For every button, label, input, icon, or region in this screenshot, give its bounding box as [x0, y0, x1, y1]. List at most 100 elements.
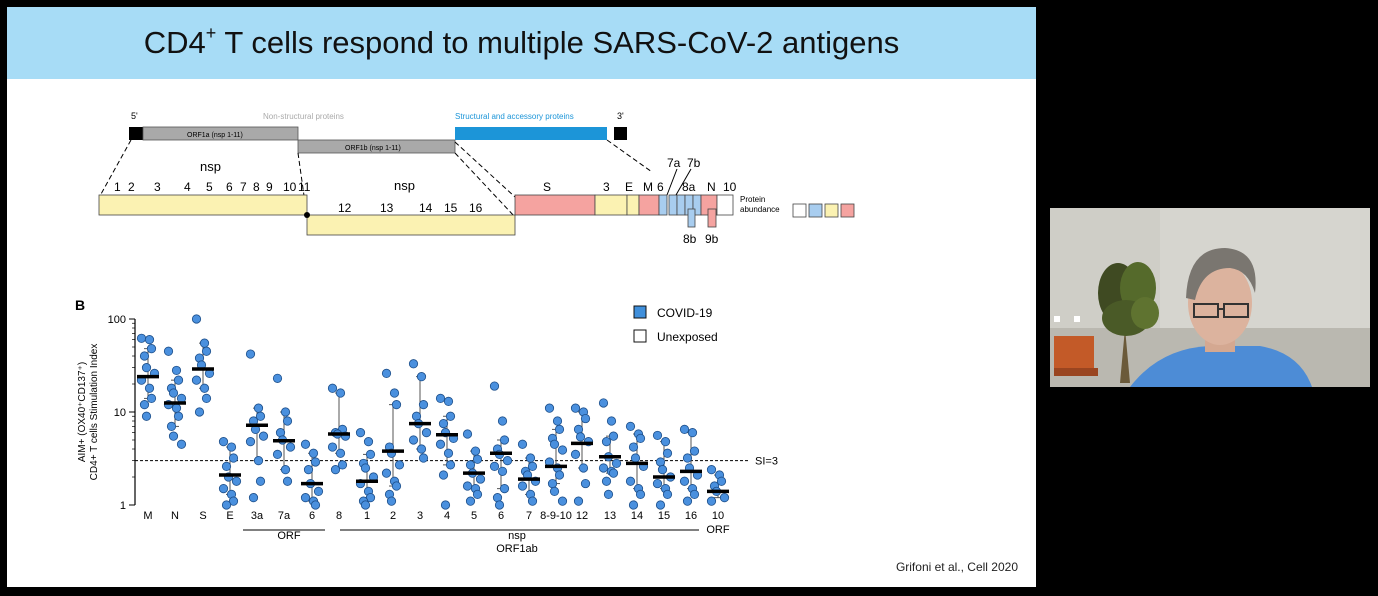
structural-label: Structural and accessory proteins [455, 112, 574, 121]
nsp-block-left [98, 194, 308, 216]
group-label: ORF [277, 530, 301, 542]
data-point [557, 445, 568, 455]
data-point [603, 489, 614, 500]
data-point [547, 478, 558, 489]
category-label: 14 [631, 510, 643, 522]
data-point [327, 442, 338, 452]
presenter-icon [1130, 248, 1312, 387]
nsp-number: 4 [184, 180, 191, 194]
y-tick-label: 1 [120, 500, 126, 512]
data-point [517, 439, 528, 449]
protein-abundance-label: Protein [740, 195, 765, 204]
category-label: 7a [278, 510, 291, 522]
dashed-connector [100, 139, 132, 195]
data-point [625, 476, 636, 486]
dashed-connector [606, 139, 653, 173]
nsp-number: 12 [338, 201, 352, 215]
data-point [221, 461, 232, 472]
data-point [141, 363, 152, 373]
nonstructural-label: Non-structural proteins [263, 112, 344, 121]
structural-gene-label: 8a [682, 180, 696, 194]
category-label: 8 [336, 510, 342, 522]
data-point [168, 431, 179, 441]
data-point [494, 500, 505, 510]
data-point [139, 351, 150, 361]
data-point [416, 444, 427, 454]
data-point [489, 381, 500, 391]
data-point [173, 375, 184, 385]
data-point [303, 465, 314, 475]
nsp-number: 16 [469, 201, 483, 215]
data-point [687, 428, 698, 438]
data-point [462, 429, 473, 439]
five-prime-label: 5' [131, 111, 138, 121]
data-point [499, 484, 510, 494]
orf10-block [716, 194, 734, 216]
data-point [253, 403, 264, 413]
data-point [355, 428, 366, 438]
data-point [146, 393, 157, 404]
leader-line [666, 168, 678, 196]
orf1a-label: ORF1a (nsp 1-11) [187, 132, 243, 139]
data-point [418, 400, 429, 410]
orf9b-block [707, 208, 717, 228]
data-point [608, 431, 619, 441]
structural-bar [455, 127, 607, 140]
data-point [570, 449, 581, 460]
data-point [682, 496, 693, 506]
data-point [628, 500, 639, 510]
dashed-connector [454, 141, 516, 198]
three-prime-label: 3' [617, 111, 624, 121]
data-point [194, 407, 205, 417]
panel-label: B [75, 297, 85, 313]
category-label: 12 [576, 510, 588, 522]
data-point [630, 453, 641, 463]
abundance-swatch [808, 203, 823, 218]
y-axis-label: CD4+ T cells Stimulation Index [89, 344, 100, 481]
category-label: 3 [417, 510, 423, 522]
data-point [255, 476, 266, 486]
data-point [655, 457, 666, 467]
data-point [360, 463, 371, 473]
data-point [611, 458, 622, 469]
nsp-left-label: nsp [200, 159, 221, 174]
presentation-slide: CD4+ T cells respond to multiple SARS-Co… [7, 7, 1036, 587]
data-point [573, 496, 584, 506]
data-point [554, 424, 565, 434]
title-rest: T cells respond to multiple SARS-CoV-2 a… [216, 25, 900, 60]
data-point [272, 449, 283, 460]
dashed-connector [297, 152, 308, 218]
data-point [245, 349, 256, 359]
data-point [228, 496, 239, 506]
data-point [173, 411, 184, 421]
slide-title: CD4+ T cells respond to multiple SARS-Co… [7, 23, 1036, 61]
data-point [499, 435, 510, 445]
data-point [280, 407, 291, 417]
data-point [218, 437, 229, 447]
nsp-number: 1 [114, 180, 121, 194]
data-point [443, 448, 454, 458]
nsp-number: 15 [444, 201, 458, 215]
data-point [253, 456, 264, 466]
structural-gene-label: M [643, 180, 653, 194]
data-point [310, 500, 321, 510]
data-point [248, 493, 259, 503]
data-point [391, 481, 402, 491]
data-point [679, 476, 690, 486]
category-label: 16 [685, 510, 697, 522]
category-label: 15 [658, 510, 670, 522]
data-point [598, 398, 609, 408]
category-label: 2 [390, 510, 396, 522]
legend-label: Unexposed [657, 330, 718, 344]
category-label: M [143, 510, 152, 522]
data-point [517, 481, 528, 491]
structural-gene-label: S [543, 180, 551, 194]
category-label: 4 [444, 510, 450, 522]
data-point [313, 486, 324, 497]
data-point [258, 431, 269, 441]
data-point [272, 373, 283, 383]
data-point [310, 457, 321, 467]
data-point [171, 403, 182, 413]
data-point [527, 461, 538, 472]
data-point [465, 460, 476, 470]
